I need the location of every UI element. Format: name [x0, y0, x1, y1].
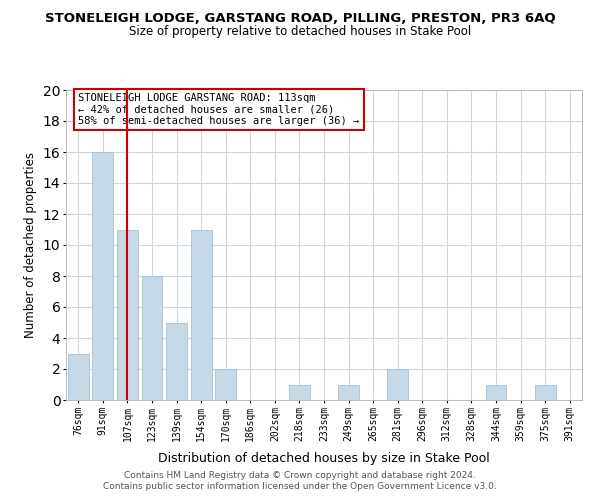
Bar [535, 384, 556, 400]
Bar [485, 384, 506, 400]
Bar [215, 369, 236, 400]
Text: STONELEIGH LODGE, GARSTANG ROAD, PILLING, PRESTON, PR3 6AQ: STONELEIGH LODGE, GARSTANG ROAD, PILLING… [44, 12, 556, 26]
Text: Size of property relative to detached houses in Stake Pool: Size of property relative to detached ho… [129, 25, 471, 38]
Bar [117, 230, 138, 400]
Bar [166, 322, 187, 400]
Bar [92, 152, 113, 400]
Text: STONELEIGH LODGE GARSTANG ROAD: 113sqm
← 42% of detached houses are smaller (26): STONELEIGH LODGE GARSTANG ROAD: 113sqm ←… [79, 93, 359, 126]
X-axis label: Distribution of detached houses by size in Stake Pool: Distribution of detached houses by size … [158, 452, 490, 465]
Bar [338, 384, 359, 400]
Bar [68, 354, 89, 400]
Bar [289, 384, 310, 400]
Y-axis label: Number of detached properties: Number of detached properties [24, 152, 37, 338]
Text: Contains public sector information licensed under the Open Government Licence v3: Contains public sector information licen… [103, 482, 497, 491]
Text: Contains HM Land Registry data © Crown copyright and database right 2024.: Contains HM Land Registry data © Crown c… [124, 471, 476, 480]
Bar [142, 276, 163, 400]
Bar [387, 369, 408, 400]
Bar [191, 230, 212, 400]
